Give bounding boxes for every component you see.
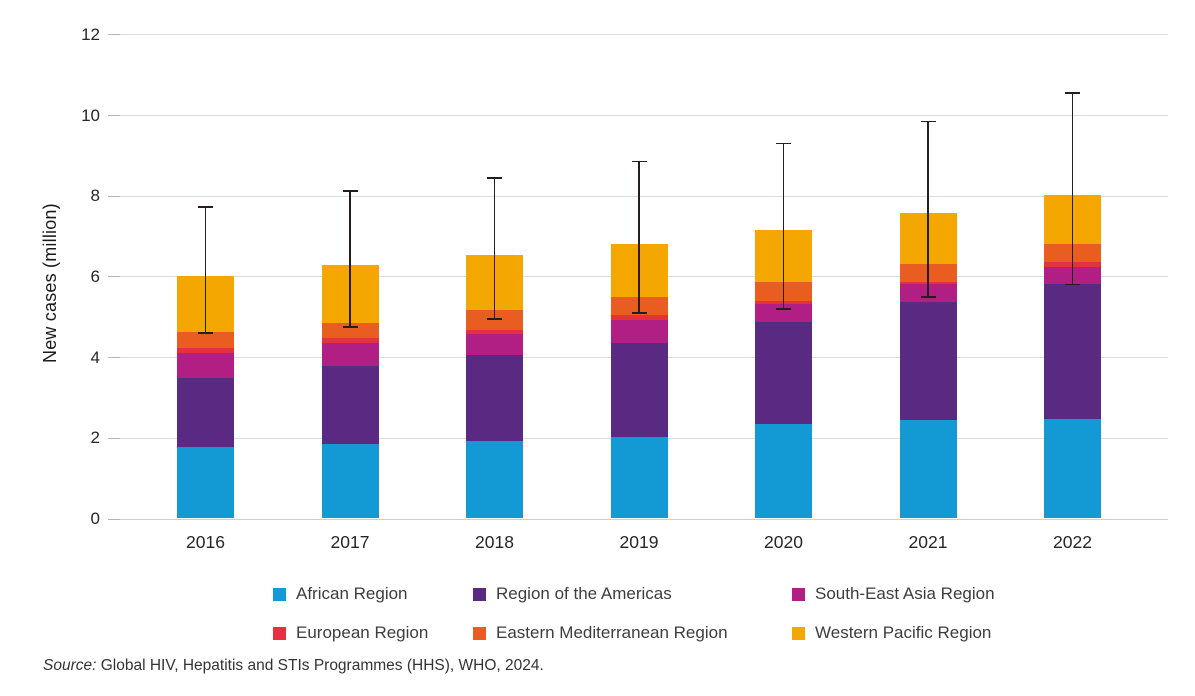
x-tick-label-2021: 2021	[908, 532, 948, 552]
legend-item-region-of-the-americas: Region of the Americas	[473, 584, 672, 604]
error-bar-cap-bottom	[631, 312, 647, 314]
error-bar-cap-bottom	[487, 318, 502, 320]
bar-segment-region-of-the-americas	[177, 378, 234, 447]
bar-column-2021	[899, 213, 957, 519]
bar-segment-african-region	[466, 440, 523, 519]
legend-item-eastern-mediterranean-region: Eastern Mediterranean Region	[473, 623, 728, 643]
error-bar-cap-top	[198, 206, 213, 208]
y-tick-mark	[108, 115, 120, 116]
error-bar	[782, 143, 785, 309]
gridline-12	[108, 34, 1168, 36]
bar-segment-south-east-asia-region	[321, 342, 379, 367]
bar-segment-region-of-the-americas	[899, 302, 957, 420]
bar-segment-european-region	[177, 348, 234, 353]
error-bar-cap-top	[631, 160, 647, 163]
legend-label: Western Pacific Region	[815, 623, 992, 642]
x-tick-label-2018: 2018	[475, 532, 514, 552]
legend-swatch	[273, 626, 286, 640]
legend-item-south-east-asia-region: South-East Asia Region	[792, 584, 995, 604]
legend-swatch	[273, 587, 286, 601]
bar-segment-region-of-the-americas	[1044, 284, 1101, 419]
bar-segment-region-of-the-americas	[321, 366, 379, 444]
bar-segment-african-region	[1044, 418, 1101, 519]
bar-segment-african-region	[321, 443, 379, 519]
error-bar	[349, 190, 351, 327]
error-bar	[493, 177, 496, 319]
y-tick-label: 6	[90, 266, 100, 286]
error-bar	[927, 121, 929, 297]
bar-segment-south-east-asia-region	[755, 303, 812, 323]
bar-segment-region-of-the-americas	[466, 355, 523, 441]
legend-swatch	[473, 587, 486, 601]
legend-swatch	[792, 626, 805, 640]
bar-segment-eastern-mediterranean-region	[321, 322, 379, 338]
legend-label: African Region	[296, 584, 408, 603]
x-tick-label-2016: 2016	[186, 532, 225, 552]
gridline-0	[108, 518, 1168, 520]
gridline-10	[108, 115, 1168, 116]
error-bar-cap-bottom	[776, 308, 791, 310]
bar-segment-european-region	[610, 315, 668, 320]
legend-item-european-region: European Region	[273, 623, 428, 643]
y-tick-mark	[108, 357, 120, 359]
bar-segment-south-east-asia-region	[610, 320, 668, 343]
source-label: Source:	[43, 657, 97, 674]
source-note: Source: Global HIV, Hepatitis and STIs P…	[43, 657, 544, 675]
bar-segment-african-region	[755, 424, 812, 519]
error-bar	[204, 206, 207, 333]
bar-segment-african-region	[177, 446, 234, 519]
y-tick-mark	[108, 518, 120, 520]
bar-segment-region-of-the-americas	[755, 322, 812, 425]
error-bar-cap-bottom	[198, 332, 213, 334]
gridline-8	[108, 195, 1168, 197]
error-bar	[638, 161, 640, 313]
y-tick-mark	[108, 276, 120, 278]
legend-swatch	[792, 587, 805, 601]
y-tick-mark	[108, 437, 120, 439]
error-bar-cap-top	[342, 190, 358, 192]
bar-segment-european-region	[321, 337, 379, 343]
y-tick-label: 2	[90, 428, 100, 448]
error-bar	[1071, 92, 1074, 285]
bar-segment-region-of-the-americas	[610, 342, 668, 437]
y-tick-label: 10	[81, 105, 100, 125]
legend-label: European Region	[296, 623, 429, 642]
bar-segment-south-east-asia-region	[177, 352, 234, 379]
x-tick-label-2022: 2022	[1053, 532, 1092, 552]
y-tick-label: 8	[90, 186, 100, 206]
x-tick-label-2017: 2017	[330, 532, 370, 552]
y-tick-label: 0	[90, 509, 100, 528]
y-tick-label: 12	[81, 24, 100, 44]
bar-column-2018	[466, 255, 523, 519]
legend-label: Region of the Americas	[496, 584, 672, 603]
bar-segment-eastern-mediterranean-region	[466, 309, 523, 330]
error-bar-cap-bottom	[342, 326, 358, 328]
bar-column-2022	[1044, 194, 1101, 519]
bar-segment-eastern-mediterranean-region	[177, 331, 234, 349]
source-text: Global HIV, Hepatitis and STIs Programme…	[96, 657, 544, 674]
y-tick-mark	[108, 34, 120, 36]
legend-item-western-pacific-region: Western Pacific Region	[792, 623, 991, 643]
x-tick-label-2020: 2020	[764, 532, 803, 552]
y-tick-label: 4	[90, 347, 100, 367]
x-tick-label-2019: 2019	[619, 532, 659, 552]
error-bar-cap-top	[776, 142, 791, 145]
bar-segment-european-region	[466, 329, 523, 334]
bar-segment-south-east-asia-region	[466, 333, 523, 356]
error-bar-cap-top	[487, 177, 502, 179]
legend-label: Eastern Mediterranean Region	[496, 623, 728, 642]
bar-segment-african-region	[899, 419, 957, 519]
error-bar-cap-bottom	[920, 296, 936, 298]
legend-label: South-East Asia Region	[815, 584, 995, 603]
error-bar-cap-top	[920, 120, 936, 123]
legend-swatch	[473, 626, 486, 640]
y-tick-mark	[108, 195, 120, 197]
error-bar-cap-bottom	[1065, 283, 1080, 286]
legend-item-african-region: African Region	[273, 584, 408, 604]
error-bar-cap-top	[1065, 92, 1080, 94]
bar-segment-african-region	[610, 436, 668, 519]
